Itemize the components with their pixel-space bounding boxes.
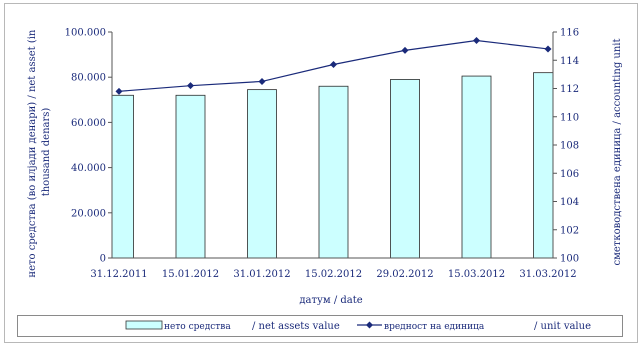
x-tick-label: 15.02.2012 — [305, 269, 362, 280]
legend-line-label: вредност на единица — [384, 322, 485, 332]
y-axis-right-title: сметководствена единица / accounting uni… — [612, 39, 623, 266]
unit-value-point — [330, 60, 337, 68]
y-right-tick-label: 104 — [560, 197, 579, 208]
y-axis-left-title-line2: thousand denars) — [41, 108, 52, 197]
y-right-tick-label: 108 — [560, 141, 579, 152]
unit-value-point — [258, 77, 266, 85]
legend-line-label-en: / unit value — [534, 321, 591, 332]
bar — [247, 89, 277, 259]
x-tick-label: 29.02.2012 — [376, 269, 433, 280]
y-axis-left-title-line1: нето средства (во илјади денари) / net a… — [27, 29, 38, 277]
unit-value-point — [115, 87, 123, 95]
legend-bar-label: нето средства — [164, 322, 231, 332]
x-tick-label: 15.01.2012 — [162, 269, 219, 280]
x-tick-label: 15.03.2012 — [448, 269, 505, 280]
y-right-tick-label: 106 — [560, 169, 579, 180]
y-right-tick-label: 112 — [560, 84, 579, 95]
bar — [111, 94, 134, 259]
unit-value-point — [473, 36, 480, 44]
y-left-tick-label: 60.000 — [71, 118, 106, 129]
y-left-tick-label: 80.000 — [71, 73, 106, 84]
bar — [390, 79, 420, 259]
y-right-tick-label: 110 — [560, 112, 579, 123]
y-left-tick-label: 20.000 — [71, 208, 106, 219]
x-axis-title: датум / date — [299, 295, 362, 306]
unit-value-point — [187, 82, 194, 90]
y-left-tick-label: 100.000 — [65, 28, 106, 39]
y-left-tick-label: 40.000 — [71, 163, 106, 174]
y-left-tick-label: 0 — [100, 254, 106, 265]
legend-bar-swatch — [125, 320, 163, 330]
y-axis-left-title: нето средства (во илјади денари) / net a… — [27, 26, 52, 277]
chart-frame — [4, 3, 638, 343]
bar — [175, 94, 206, 259]
x-tick-label: 31.01.2012 — [233, 269, 290, 280]
unit-value-point — [544, 45, 552, 53]
bar — [533, 72, 554, 259]
legend: нето средства / net assets value вреднос… — [17, 315, 623, 337]
bar — [318, 85, 349, 259]
x-tick-label: 31.03.2012 — [519, 269, 576, 280]
y-right-tick-label: 100 — [560, 254, 579, 265]
legend-line-marker — [366, 321, 373, 329]
y-right-tick-label: 114 — [560, 56, 579, 67]
y-right-tick-label: 102 — [560, 225, 579, 236]
legend-bar-label-en: / net assets value — [252, 321, 340, 332]
y-right-tick-label: 116 — [560, 28, 579, 39]
unit-value-point — [401, 46, 409, 54]
x-tick-label: 31.12.2011 — [90, 269, 147, 280]
plot-area: 0 20.000 40.000 60.000 80.000 100.000 100 102 10… — [65, 28, 579, 281]
bar — [461, 75, 492, 259]
